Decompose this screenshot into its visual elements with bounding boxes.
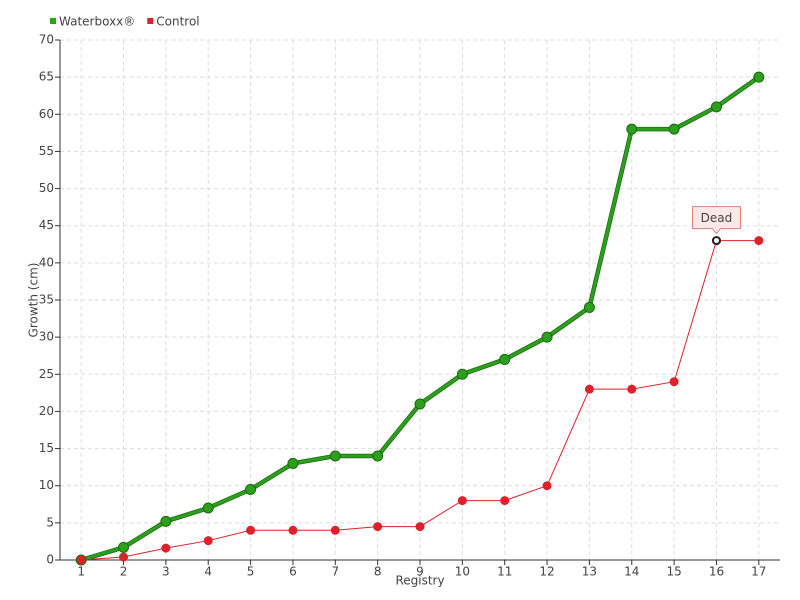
y-tick-label: 35: [39, 293, 54, 307]
data-point: [456, 368, 468, 380]
data-point: [372, 450, 384, 462]
data-point: [288, 525, 298, 535]
data-point: [626, 123, 638, 135]
data-point: [330, 525, 340, 535]
x-tick-label: 10: [455, 565, 470, 579]
y-tick-label: 20: [39, 404, 54, 418]
data-point: [414, 398, 426, 410]
data-point: [329, 450, 341, 462]
y-tick-label: 5: [46, 515, 54, 529]
data-point: [669, 377, 679, 387]
x-tick-label: 14: [624, 565, 639, 579]
data-point: [583, 301, 595, 313]
y-tick-label: 15: [39, 441, 54, 455]
data-point: [627, 384, 637, 394]
data-point: [500, 496, 510, 506]
y-tick-label: 70: [39, 33, 54, 47]
data-point: [754, 236, 764, 246]
x-tick-label: 9: [416, 565, 424, 579]
data-point: [246, 525, 256, 535]
data-point: [499, 353, 511, 365]
x-tick-label: 12: [539, 565, 554, 579]
data-point: [119, 552, 129, 562]
data-point: [753, 71, 765, 83]
x-tick-label: 2: [120, 565, 128, 579]
annotation-label: Dead: [701, 211, 733, 225]
x-tick-label: 16: [709, 565, 724, 579]
y-axis-label: Growth (cm): [27, 263, 41, 338]
x-tick-label: 8: [374, 565, 382, 579]
x-tick-label: 7: [331, 565, 339, 579]
data-point: [203, 536, 213, 546]
x-tick-label: 13: [582, 565, 597, 579]
x-tick-label: 15: [666, 565, 681, 579]
y-tick-label: 45: [39, 218, 54, 232]
data-point: [373, 522, 383, 532]
data-point: [245, 483, 257, 495]
data-point: [542, 481, 552, 491]
data-point: [287, 457, 299, 469]
y-tick-label: 30: [39, 330, 54, 344]
y-tick-label: 25: [39, 367, 54, 381]
x-tick-label: 4: [204, 565, 212, 579]
y-tick-label: 40: [39, 255, 54, 269]
x-tick-label: 17: [751, 565, 766, 579]
legend-label: Waterboxx®: [59, 15, 135, 29]
data-point: [668, 123, 680, 135]
data-point: [541, 331, 553, 343]
y-tick-label: 55: [39, 144, 54, 158]
y-tick-label: 0: [46, 553, 54, 567]
data-point: [202, 502, 214, 514]
x-tick-label: 3: [162, 565, 170, 579]
annotation-point: [711, 236, 721, 246]
data-point: [415, 522, 425, 532]
x-tick-label: 11: [497, 565, 512, 579]
y-tick-label: 10: [39, 478, 54, 492]
data-point: [457, 496, 467, 506]
x-axis-label: Registry: [395, 574, 444, 588]
data-point: [584, 384, 594, 394]
annotation-box: [691, 206, 741, 235]
data-point: [76, 555, 86, 565]
x-tick-label: 6: [289, 565, 297, 579]
data-point: [710, 101, 722, 113]
series-line-outline: [80, 75, 761, 563]
data-point: [161, 543, 171, 553]
y-tick-label: 65: [39, 70, 54, 84]
legend-swatch: [147, 18, 154, 24]
x-tick-label: 5: [247, 565, 255, 579]
data-point: [160, 515, 172, 527]
legend-swatch: [50, 18, 56, 24]
y-tick-label: 50: [39, 181, 54, 195]
legend-label: Control: [156, 15, 199, 29]
data-point: [118, 541, 130, 553]
x-tick-label: 1: [77, 565, 85, 579]
series-line: [80, 75, 760, 562]
y-tick-label: 60: [39, 107, 54, 121]
